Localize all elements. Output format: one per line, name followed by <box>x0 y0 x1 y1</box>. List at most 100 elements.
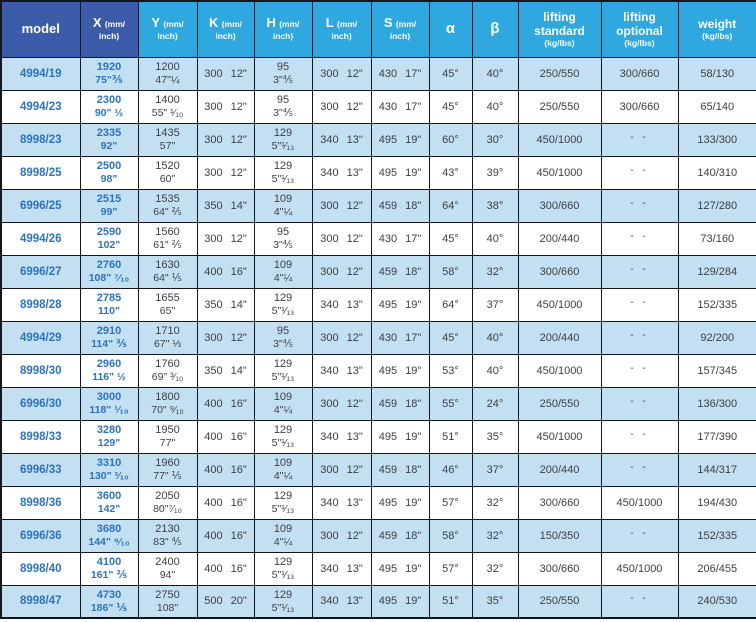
col-header-x: X (mm/inch) <box>79 0 139 58</box>
cell-weight: 240/530 <box>677 584 756 619</box>
cell-s: 495 19" <box>370 287 430 322</box>
cell-k: 350 14" <box>196 353 255 388</box>
cell-x: 4100 161" ⅖ <box>79 551 139 586</box>
cell-k: 400 16" <box>196 386 255 421</box>
cell-k: 400 16" <box>196 419 255 454</box>
cell-weight: 157/345 <box>677 353 756 388</box>
cell-lift_opt: - - <box>600 452 679 487</box>
cell-k: 400 16" <box>196 485 255 520</box>
cell-lift_std: 300/660 <box>517 485 602 520</box>
cell-weight: 177/390 <box>677 419 756 454</box>
cell-lift_opt: 450/1000 <box>600 485 679 520</box>
cell-lift_opt: - - <box>600 419 679 454</box>
cell-h: 109 4"¼ <box>253 254 313 289</box>
cell-alpha: 45° <box>428 320 473 355</box>
cell-alpha: 58° <box>428 254 473 289</box>
cell-l: 300 12" <box>311 221 372 256</box>
cell-model: 4994/29 <box>0 320 81 355</box>
table-row: 4994/23 2300 90" ½ 1400 55" ¹⁄₁₀ 300 12" 95 3"⅘… <box>0 89 756 124</box>
cell-h: 129 5"¹⁄₁₃ <box>253 485 313 520</box>
cell-y: 1960 77" ⅕ <box>137 452 198 487</box>
table-row: 6996/30 3000 118" ¹⁄₁₀ 1800 70" ⁹⁄₁₀ 400 16" 1… <box>0 386 756 421</box>
cell-h: 95 3"⅘ <box>253 320 313 355</box>
cell-s: 459 18" <box>370 188 430 223</box>
cell-model: 6996/27 <box>0 254 81 289</box>
cell-y: 2130 83" ⅘ <box>137 518 198 553</box>
table-row: 8998/25 2500 98" 1520 60" 300 12" 129 5"¹⁄₁₃ 340… <box>0 155 756 190</box>
cell-lift_std: 150/350 <box>517 518 602 553</box>
cell-lift_opt: - - <box>600 353 679 388</box>
cell-lift_std: 300/660 <box>517 188 602 223</box>
table-row: 6996/33 3310 130" ³⁄₁₀ 1960 77" ⅕ 400 16" 109 4… <box>0 452 756 487</box>
cell-l: 300 12" <box>311 452 372 487</box>
cell-k: 350 14" <box>196 287 255 322</box>
cell-s: 495 19" <box>370 155 430 190</box>
header-row: model X (mm/inch) Y (mm/inch) K (mm/inch) H … <box>0 0 756 58</box>
cell-alpha: 51° <box>428 584 473 619</box>
cell-x: 2515 99" <box>79 188 139 223</box>
cell-alpha: 58° <box>428 518 473 553</box>
cell-lift_std: 200/440 <box>517 452 602 487</box>
cell-weight: 194/430 <box>677 485 756 520</box>
cell-lift_opt: - - <box>600 155 679 190</box>
col-header-h: H (mm/inch) <box>253 0 313 58</box>
cell-beta: 37° <box>471 452 519 487</box>
cell-h: 95 3"⅘ <box>253 56 313 91</box>
cell-weight: 152/335 <box>677 518 756 553</box>
table-row: 8998/36 3600 142" 2050 80"⁷⁄₁₀ 400 16" 129 5"¹⁄… <box>0 485 756 520</box>
cell-alpha: 43° <box>428 155 473 190</box>
cell-l: 340 13" <box>311 485 372 520</box>
cell-y: 2050 80"⁷⁄₁₀ <box>137 485 198 520</box>
cell-y: 1200 47"¼ <box>137 56 198 91</box>
cell-lift_opt: 300/660 <box>600 89 679 124</box>
cell-beta: 35° <box>471 584 519 619</box>
cell-lift_opt: 450/1000 <box>600 551 679 586</box>
cell-alpha: 64° <box>428 287 473 322</box>
cell-s: 430 17" <box>370 89 430 124</box>
cell-alpha: 45° <box>428 89 473 124</box>
cell-s: 495 19" <box>370 122 430 157</box>
cell-weight: 58/130 <box>677 56 756 91</box>
col-header-y: Y (mm/inch) <box>137 0 198 58</box>
cell-x: 2500 98" <box>79 155 139 190</box>
cell-model: 4994/26 <box>0 221 81 256</box>
cell-lift_opt: - - <box>600 287 679 322</box>
cell-x: 2910 114" ⅗ <box>79 320 139 355</box>
cell-x: 1920 75"⅗ <box>79 56 139 91</box>
cell-lift_std: 250/550 <box>517 56 602 91</box>
cell-l: 300 12" <box>311 518 372 553</box>
cell-x: 2785 110" <box>79 287 139 322</box>
cell-l: 340 13" <box>311 122 372 157</box>
cell-alpha: 57° <box>428 485 473 520</box>
cell-h: 129 5"¹⁄₁₃ <box>253 155 313 190</box>
cell-y: 1760 69" ³⁄₁₀ <box>137 353 198 388</box>
cell-x: 3000 118" ¹⁄₁₀ <box>79 386 139 421</box>
cell-lift_opt: - - <box>600 584 679 619</box>
cell-y: 1950 77" <box>137 419 198 454</box>
cell-weight: 73/160 <box>677 221 756 256</box>
cell-model: 8998/33 <box>0 419 81 454</box>
cell-beta: 30° <box>471 122 519 157</box>
cell-s: 495 19" <box>370 353 430 388</box>
cell-y: 2750 108" <box>137 584 198 619</box>
cell-k: 300 12" <box>196 155 255 190</box>
cell-x: 2300 90" ½ <box>79 89 139 124</box>
cell-beta: 37° <box>471 287 519 322</box>
col-header-lift_opt: lifting optional (kg/lbs) <box>600 0 679 58</box>
cell-s: 430 17" <box>370 320 430 355</box>
cell-k: 400 16" <box>196 254 255 289</box>
cell-lift_opt: - - <box>600 518 679 553</box>
cell-beta: 35° <box>471 419 519 454</box>
cell-weight: 65/140 <box>677 89 756 124</box>
cell-beta: 32° <box>471 485 519 520</box>
cell-model: 6996/30 <box>0 386 81 421</box>
cell-h: 95 3"⅘ <box>253 89 313 124</box>
cell-lift_opt: - - <box>600 122 679 157</box>
cell-y: 1655 65" <box>137 287 198 322</box>
cell-x: 3600 142" <box>79 485 139 520</box>
cell-l: 300 12" <box>311 320 372 355</box>
cell-weight: 129/284 <box>677 254 756 289</box>
cell-y: 1400 55" ¹⁄₁₀ <box>137 89 198 124</box>
cell-y: 1560 61" ⅖ <box>137 221 198 256</box>
cell-h: 109 4"¼ <box>253 452 313 487</box>
